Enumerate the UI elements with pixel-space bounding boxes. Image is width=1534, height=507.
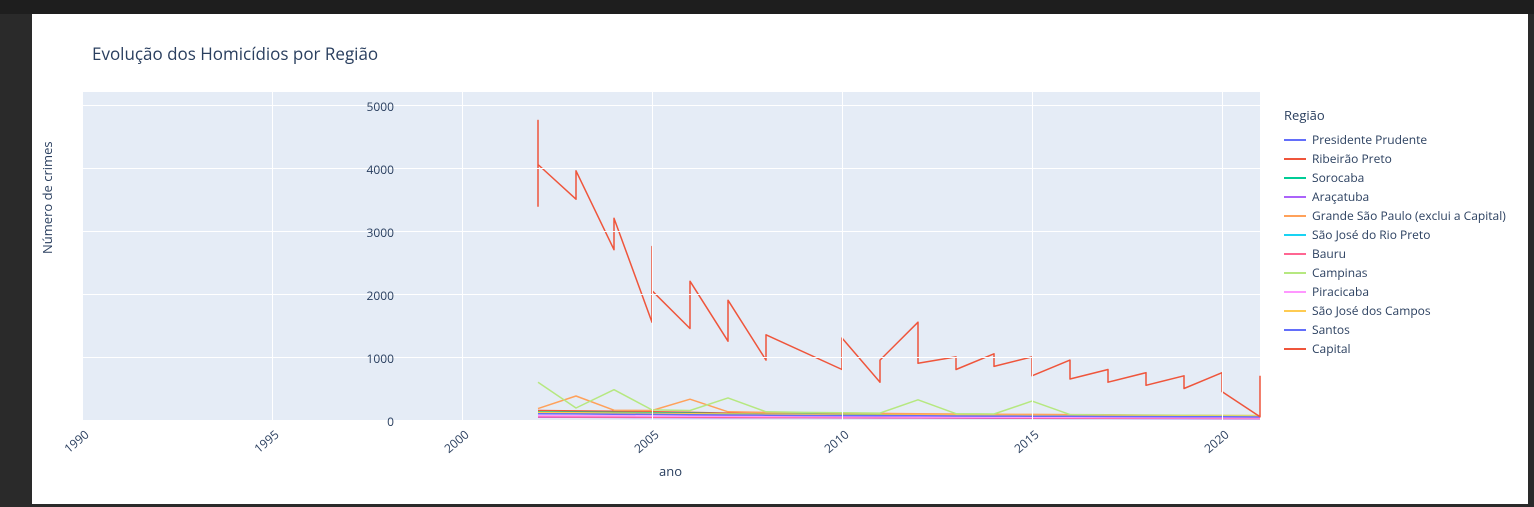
- ytick-label: 5000: [354, 98, 394, 115]
- ide-top-bar: [0, 0, 1534, 14]
- legend-item[interactable]: Ribeirão Preto: [1284, 149, 1506, 168]
- legend-swatch: [1284, 253, 1306, 255]
- legend-swatch: [1284, 215, 1306, 217]
- legend-swatch: [1284, 139, 1306, 141]
- legend-label: São José do Rio Preto: [1312, 226, 1430, 243]
- x-axis-title: ano: [659, 462, 682, 480]
- chart-title: Evolução dos Homicídios por Região: [92, 42, 378, 65]
- gridline-v: [1222, 92, 1223, 420]
- legend-swatch: [1284, 196, 1306, 198]
- plot-area[interactable]: [82, 92, 1260, 420]
- legend-label: Bauru: [1312, 245, 1346, 262]
- legend-label: Araçatuba: [1312, 188, 1369, 205]
- gridline-v: [82, 92, 83, 420]
- xtick-label: 2015: [1010, 426, 1042, 457]
- ytick-label: 0: [354, 413, 394, 430]
- series-svg: [82, 92, 1260, 420]
- legend-swatch: [1284, 158, 1306, 160]
- legend-item[interactable]: Capital: [1284, 339, 1506, 358]
- gridline-v: [842, 92, 843, 420]
- legend-label: Sorocaba: [1312, 169, 1364, 186]
- legend-label: São José dos Campos: [1312, 302, 1431, 319]
- xtick-label: 2000: [440, 426, 472, 457]
- legend-item[interactable]: Santos: [1284, 320, 1506, 339]
- legend-label: Capital: [1312, 340, 1351, 357]
- gridline-v: [272, 92, 273, 420]
- legend-swatch: [1284, 291, 1306, 293]
- ytick-label: 3000: [354, 224, 394, 241]
- gridline-h: [82, 168, 1260, 169]
- ytick-label: 4000: [354, 161, 394, 178]
- legend-item[interactable]: São José do Rio Preto: [1284, 225, 1506, 244]
- gridline-v: [1032, 92, 1033, 420]
- gridline-h: [82, 294, 1260, 295]
- legend-title: Região: [1284, 106, 1506, 124]
- gridline-h: [82, 357, 1260, 358]
- legend-item[interactable]: Grande São Paulo (exclui a Capital): [1284, 206, 1506, 225]
- legend-item[interactable]: Piracicaba: [1284, 282, 1506, 301]
- xtick-label: 2005: [630, 426, 662, 457]
- legend-swatch: [1284, 177, 1306, 179]
- legend-item[interactable]: Araçatuba: [1284, 187, 1506, 206]
- gridline-v: [462, 92, 463, 420]
- legend-swatch: [1284, 310, 1306, 312]
- legend: Região Presidente Prudente Ribeirão Preto…: [1284, 106, 1506, 358]
- legend-label: Santos: [1312, 321, 1350, 338]
- xtick-label: 1990: [60, 426, 92, 457]
- gridline-h: [82, 420, 1260, 421]
- xtick-label: 1995: [250, 426, 282, 457]
- gridline-h: [82, 231, 1260, 232]
- legend-label: Presidente Prudente: [1312, 131, 1427, 148]
- legend-item[interactable]: Bauru: [1284, 244, 1506, 263]
- legend-item[interactable]: Presidente Prudente: [1284, 130, 1506, 149]
- legend-item[interactable]: Sorocaba: [1284, 168, 1506, 187]
- legend-swatch: [1284, 234, 1306, 236]
- ytick-label: 1000: [354, 350, 394, 367]
- legend-swatch: [1284, 348, 1306, 350]
- legend-item[interactable]: Campinas: [1284, 263, 1506, 282]
- legend-swatch: [1284, 272, 1306, 274]
- legend-label: Piracicaba: [1312, 283, 1369, 300]
- legend-label: Ribeirão Preto: [1312, 150, 1392, 167]
- legend-label: Campinas: [1312, 264, 1367, 281]
- legend-item[interactable]: São José dos Campos: [1284, 301, 1506, 320]
- gridline-v: [652, 92, 653, 420]
- xtick-label: 2020: [1200, 426, 1232, 457]
- ytick-label: 2000: [354, 287, 394, 304]
- chart-card: Evolução dos Homicídios por Região Númer…: [32, 14, 1528, 504]
- series-line[interactable]: [538, 120, 1260, 416]
- y-axis-title: Número de crimes: [38, 141, 56, 254]
- legend-swatch: [1284, 329, 1306, 331]
- gridline-h: [82, 105, 1260, 106]
- xtick-label: 2010: [820, 426, 852, 457]
- legend-label: Grande São Paulo (exclui a Capital): [1312, 207, 1506, 224]
